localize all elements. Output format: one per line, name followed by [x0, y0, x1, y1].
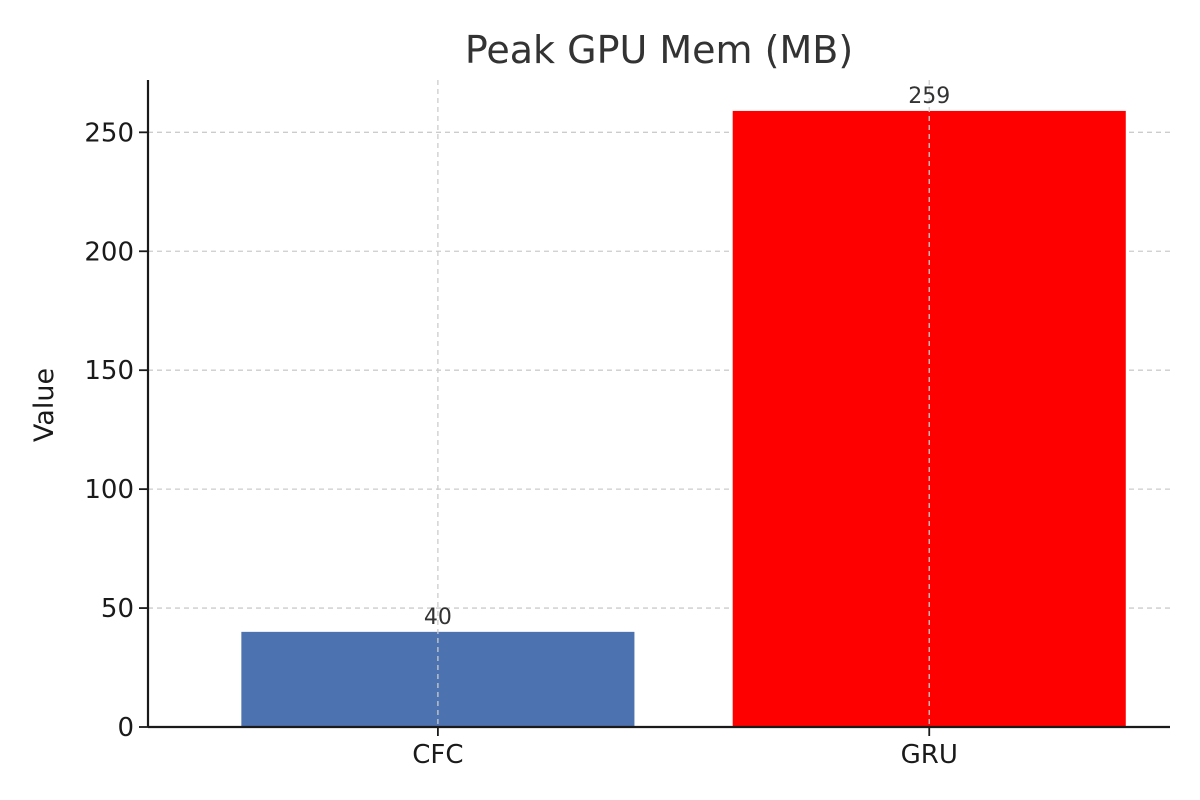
bars-layer — [241, 110, 1126, 727]
y-tick-label: 150 — [84, 356, 134, 386]
y-tick-label: 100 — [84, 475, 134, 505]
bar-value-label: 40 — [424, 605, 452, 630]
x-tick-label: CFC — [412, 740, 463, 770]
y-tick-label: 0 — [117, 713, 134, 743]
bar-gru — [732, 110, 1126, 727]
axes-layer — [139, 80, 1170, 736]
labels-layer: 0 50 100 150 200 250 CFC 40 GRU 259 — [84, 84, 958, 770]
x-tick-label: GRU — [901, 740, 958, 770]
y-axis-label: Value — [29, 368, 60, 442]
y-tick-label: 50 — [101, 594, 134, 624]
chart-title: Peak GPU Mem (MB) — [465, 28, 853, 72]
bar-value-label: 259 — [908, 84, 950, 109]
y-tick-label: 250 — [84, 118, 134, 148]
y-tick-label: 200 — [84, 237, 134, 267]
